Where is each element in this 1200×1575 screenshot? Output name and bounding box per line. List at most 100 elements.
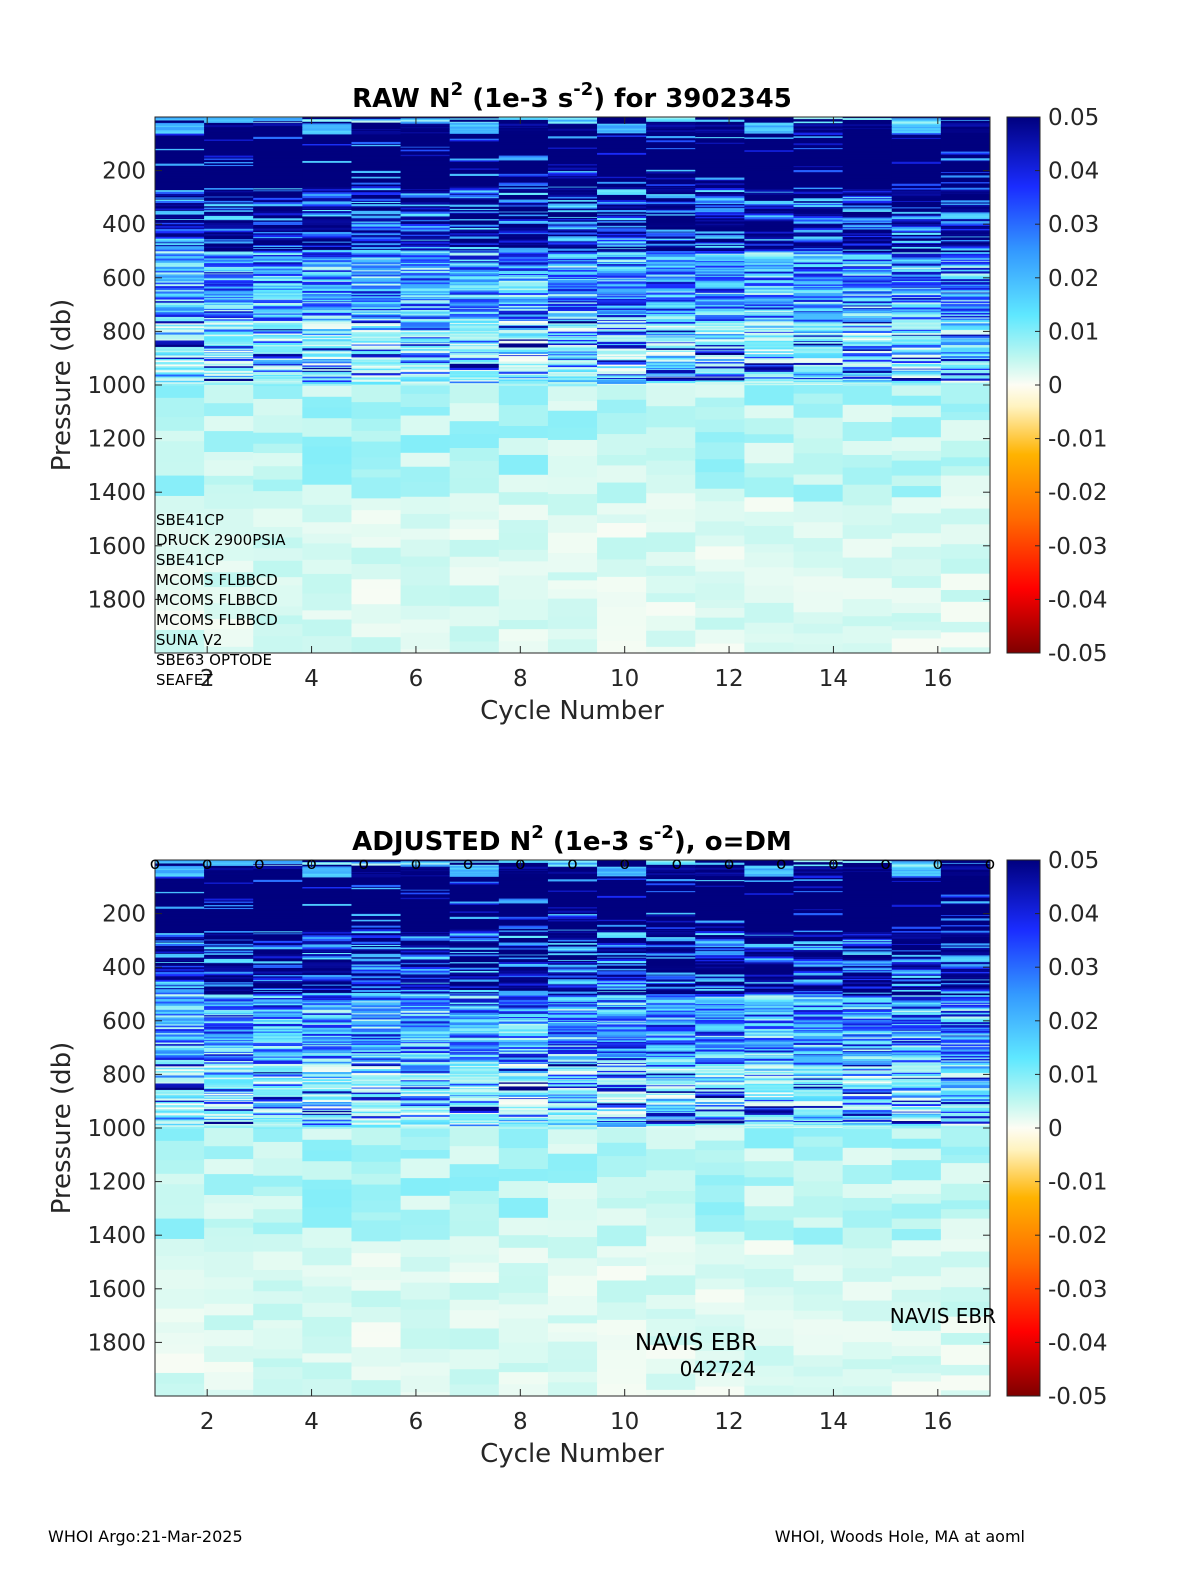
heatmap-cell bbox=[597, 235, 647, 238]
heatmap-cell bbox=[204, 382, 254, 385]
heatmap-cell bbox=[253, 1045, 303, 1049]
heatmap-cell bbox=[793, 382, 844, 385]
heatmap-cell bbox=[253, 1119, 303, 1121]
heatmap-cell bbox=[793, 270, 844, 272]
heatmap-cell bbox=[204, 1159, 254, 1175]
x-tick-label: 10 bbox=[610, 666, 639, 692]
heatmap-cell bbox=[547, 133, 598, 136]
heatmap-cell bbox=[400, 313, 451, 317]
heatmap-cell bbox=[302, 1035, 353, 1038]
heatmap-cell bbox=[646, 367, 696, 369]
heatmap-cell bbox=[155, 1085, 205, 1088]
heatmap-cell bbox=[204, 202, 254, 205]
heatmap-cell bbox=[597, 118, 647, 121]
heatmap-cell bbox=[253, 1062, 303, 1065]
heatmap-cell bbox=[793, 474, 844, 486]
heatmap-cell bbox=[695, 201, 746, 204]
heatmap-cell bbox=[400, 297, 451, 299]
heatmap-cell bbox=[940, 138, 990, 141]
heatmap-cell bbox=[891, 173, 942, 177]
heatmap-cell bbox=[449, 1095, 500, 1097]
heatmap-cell bbox=[646, 280, 696, 283]
heatmap-cell bbox=[842, 194, 893, 196]
heatmap-cell bbox=[400, 1041, 451, 1043]
heatmap-cell bbox=[597, 212, 647, 215]
heatmap-cell bbox=[204, 978, 254, 981]
heatmap-cell bbox=[155, 204, 205, 207]
heatmap-cell bbox=[155, 240, 205, 244]
heatmap-cell bbox=[449, 213, 500, 217]
heatmap-cell bbox=[155, 340, 205, 343]
heatmap-cell bbox=[793, 158, 844, 161]
heatmap-cell bbox=[891, 243, 942, 246]
heatmap-cell bbox=[744, 151, 795, 155]
heatmap-cell bbox=[842, 441, 893, 456]
heatmap-cell bbox=[302, 236, 353, 239]
heatmap-cell bbox=[204, 942, 254, 945]
heatmap-cell bbox=[155, 601, 205, 612]
heatmap-cell bbox=[695, 136, 746, 138]
heatmap-cell bbox=[744, 168, 795, 172]
heatmap-cell bbox=[449, 186, 500, 189]
heatmap-cell bbox=[891, 261, 942, 263]
heatmap-cell bbox=[155, 360, 205, 363]
heatmap-cell bbox=[155, 352, 205, 355]
heatmap-cell bbox=[155, 959, 205, 962]
heatmap-cell bbox=[204, 1086, 254, 1089]
heatmap-cell bbox=[597, 326, 647, 329]
heatmap-cell bbox=[400, 1050, 451, 1053]
heatmap-cell bbox=[793, 576, 844, 593]
heatmap-cell bbox=[891, 533, 942, 548]
heatmap-cell bbox=[646, 229, 696, 233]
heatmap-cell bbox=[155, 981, 205, 985]
heatmap-cell bbox=[400, 884, 451, 887]
heatmap-cell bbox=[302, 1053, 353, 1056]
heatmap-cell bbox=[940, 297, 990, 301]
heatmap-cell bbox=[891, 189, 942, 192]
heatmap-cell bbox=[253, 186, 303, 189]
heatmap-cell bbox=[155, 927, 205, 931]
heatmap-cell bbox=[351, 547, 402, 565]
heatmap-cell bbox=[155, 316, 205, 320]
heatmap-cell bbox=[204, 229, 254, 232]
heatmap-cell bbox=[597, 257, 647, 260]
heatmap-cell bbox=[155, 282, 205, 285]
heatmap-cell bbox=[597, 368, 647, 370]
heatmap-cell bbox=[744, 240, 795, 243]
heatmap-cell bbox=[449, 871, 500, 874]
heatmap-cell bbox=[155, 1099, 205, 1102]
heatmap-cell bbox=[400, 513, 451, 530]
heatmap-cell bbox=[204, 1065, 254, 1069]
heatmap-cell bbox=[891, 343, 942, 346]
heatmap-cell bbox=[744, 260, 795, 263]
heatmap-cell bbox=[842, 178, 893, 181]
heatmap-cell bbox=[597, 523, 647, 539]
heatmap-cell bbox=[449, 1035, 500, 1038]
heatmap-cell bbox=[695, 331, 746, 335]
heatmap-cell bbox=[302, 1016, 353, 1019]
heatmap-cell bbox=[940, 277, 990, 280]
heatmap-cell bbox=[400, 1041, 451, 1044]
heatmap-cell bbox=[155, 579, 205, 591]
heatmap-cell bbox=[253, 1103, 303, 1106]
heatmap-cell bbox=[793, 297, 844, 301]
heatmap-cell bbox=[449, 1097, 500, 1101]
heatmap-cell bbox=[204, 1001, 254, 1003]
heatmap-cell bbox=[204, 299, 254, 301]
heatmap-cell bbox=[793, 351, 844, 354]
heatmap-cell bbox=[155, 355, 205, 358]
heatmap-column bbox=[891, 117, 942, 653]
heatmap-cell bbox=[400, 1080, 451, 1082]
heatmap-cell bbox=[155, 929, 205, 933]
heatmap-cell bbox=[400, 1052, 451, 1056]
heatmap-cell bbox=[744, 155, 795, 157]
heatmap-cell bbox=[547, 292, 598, 295]
heatmap-cell bbox=[646, 359, 696, 363]
heatmap-cell bbox=[302, 189, 353, 192]
heatmap-cell bbox=[302, 977, 353, 980]
heatmap-cell bbox=[204, 868, 254, 870]
heatmap-cell bbox=[204, 194, 254, 198]
heatmap-cell bbox=[253, 243, 303, 246]
heatmap-cell bbox=[597, 275, 647, 279]
heatmap-cell bbox=[695, 607, 746, 619]
